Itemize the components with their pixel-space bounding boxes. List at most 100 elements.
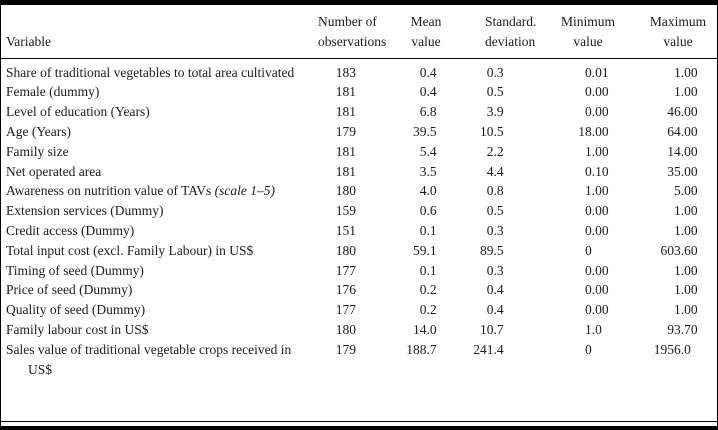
value-fraction-part: .9 [493,104,504,120]
value-integer-part: 177 [335,302,356,318]
value-integer-part: 1 [674,262,681,278]
value-integer-part: 1 [674,282,681,298]
value-fraction-part: .5 [493,242,504,258]
value-integer-part: 0 [486,183,494,199]
cell-minimum: 1.00 [530,142,625,162]
value-fraction-part: .1 [426,242,437,258]
column-header-variable: Variable [1,5,300,59]
cell-mean: 3.5 [370,162,447,182]
table-row: Total input cost (excl. Family Labour) i… [1,241,717,261]
cell-variable: Level of education (Years) [1,102,300,122]
cell-maximum: 1.00 [625,58,717,82]
column-header-observations: Number of observations [300,5,386,59]
value-fraction-part: .1 [426,222,437,238]
table-row: Net operated area 181 3.5 4.4 0.10 35.00 [1,162,717,182]
value-fraction-part: .7 [493,321,504,337]
cell-variable: Quality of seed (Dummy) [1,300,300,320]
column-header-line: Mean [410,14,442,29]
cell-maximum: 93.70 [625,320,717,340]
cell-variable: Net operated area [1,162,300,182]
variable-text: Quality of seed (Dummy) [6,302,146,318]
header-row: Variable Number of observations Mean value St… [1,5,717,59]
value-integer-part: 0 [585,222,592,238]
cell-variable: Timing of seed (Dummy) [1,261,300,281]
column-header-line: value [573,33,603,49]
cell-mean: 0.4 [370,82,447,102]
cell-maximum: 1.00 [625,280,717,300]
cell-mean: 0.1 [370,261,447,281]
value-fraction-part: .7 [426,341,437,357]
value-fraction-part: .00 [591,282,609,298]
bottom-thin-rule [1,421,717,422]
value-fraction-part: .00 [591,143,609,159]
value-fraction-part: .1 [426,262,437,278]
column-header-line: Standard. [485,14,537,29]
cell-minimum: 0 [530,241,625,261]
value-integer-part: 4 [486,163,494,179]
table-row: Awareness on nutrition value of TAVs (sc… [1,181,717,201]
cell-std_dev: 10.7 [447,320,530,340]
variable-text: Family size [6,143,69,159]
value-fraction-part: .00 [680,183,698,199]
value-integer-part: 0 [419,203,427,219]
cell-mean: 0.1 [370,221,447,241]
value-integer-part: 0 [585,282,592,298]
value-fraction-part: .5 [493,203,504,219]
cell-mean: 5.4 [370,142,447,162]
table-header: Variable Number of observations Mean value St… [1,5,717,59]
value-integer-part: 5 [419,143,427,159]
value-integer-part: 151 [335,222,356,238]
cell-minimum: 0.00 [530,102,625,122]
cell-std_dev: 0.3 [447,221,530,241]
cell-mean: 0.2 [370,300,447,320]
value-fraction-part: .00 [680,143,698,159]
column-header-line: deviation [485,33,536,49]
variable-text: Age (Years) [6,123,71,139]
value-integer-part: 180 [335,321,356,337]
value-fraction-part: .01 [591,64,609,80]
cell-observations: 181 [300,82,370,102]
variable-text: Total input cost (excl. Family Labour) i… [6,242,254,258]
column-header-minimum: Minimum value [530,5,625,59]
value-integer-part: 0 [486,64,494,80]
value-integer-part: 3 [419,163,427,179]
value-integer-part: 1 [585,321,592,337]
cell-std_dev: 0.5 [447,82,530,102]
cell-variable: Family size [1,142,300,162]
value-fraction-part: .00 [591,203,609,219]
value-integer-part: 0 [419,84,427,100]
value-fraction-part: .4 [426,84,437,100]
value-integer-part: 0 [486,302,494,318]
value-fraction-part: .00 [680,163,698,179]
value-integer-part: 1 [674,203,681,219]
cell-observations: 181 [300,142,370,162]
table-row: Quality of seed (Dummy) 177 0.2 0.4 0.00 1.00 [1,300,717,320]
cell-mean: 39.5 [370,122,447,142]
value-fraction-part: .3 [493,222,504,238]
cell-maximum: 1.00 [625,82,717,102]
variable-text: Share of traditional vegetables to total… [6,64,295,80]
value-integer-part: 6 [419,104,427,120]
cell-maximum: 14.00 [625,142,717,162]
value-integer-part: 93 [667,321,681,337]
value-fraction-part: .8 [493,183,504,199]
value-integer-part: 39 [413,123,427,139]
value-fraction-part: .6 [426,203,437,219]
cell-observations: 176 [300,280,370,300]
value-integer-part: 1 [674,302,681,318]
value-integer-part: 181 [335,163,356,179]
value-fraction-part: .00 [591,104,609,120]
cell-std_dev: 0.5 [447,201,530,221]
table-row: Share of traditional vegetables to total… [1,58,717,82]
value-integer-part: 3 [486,104,494,120]
value-fraction-part: .60 [680,242,698,258]
value-fraction-part: .00 [591,84,609,100]
table-row: Family labour cost in US$ 180 14.0 10.7 1.0 9… [1,320,717,340]
column-header-line: value [663,33,693,49]
cell-maximum: 1.00 [625,300,717,320]
cell-variable: Female (dummy) [1,82,300,102]
value-integer-part: 0 [585,341,592,357]
table-row: Female (dummy) 181 0.4 0.5 0 .00 1.00 [1,82,717,102]
cell-variable: Age (Years) [1,122,300,142]
value-fraction-part: .3 [493,262,504,278]
